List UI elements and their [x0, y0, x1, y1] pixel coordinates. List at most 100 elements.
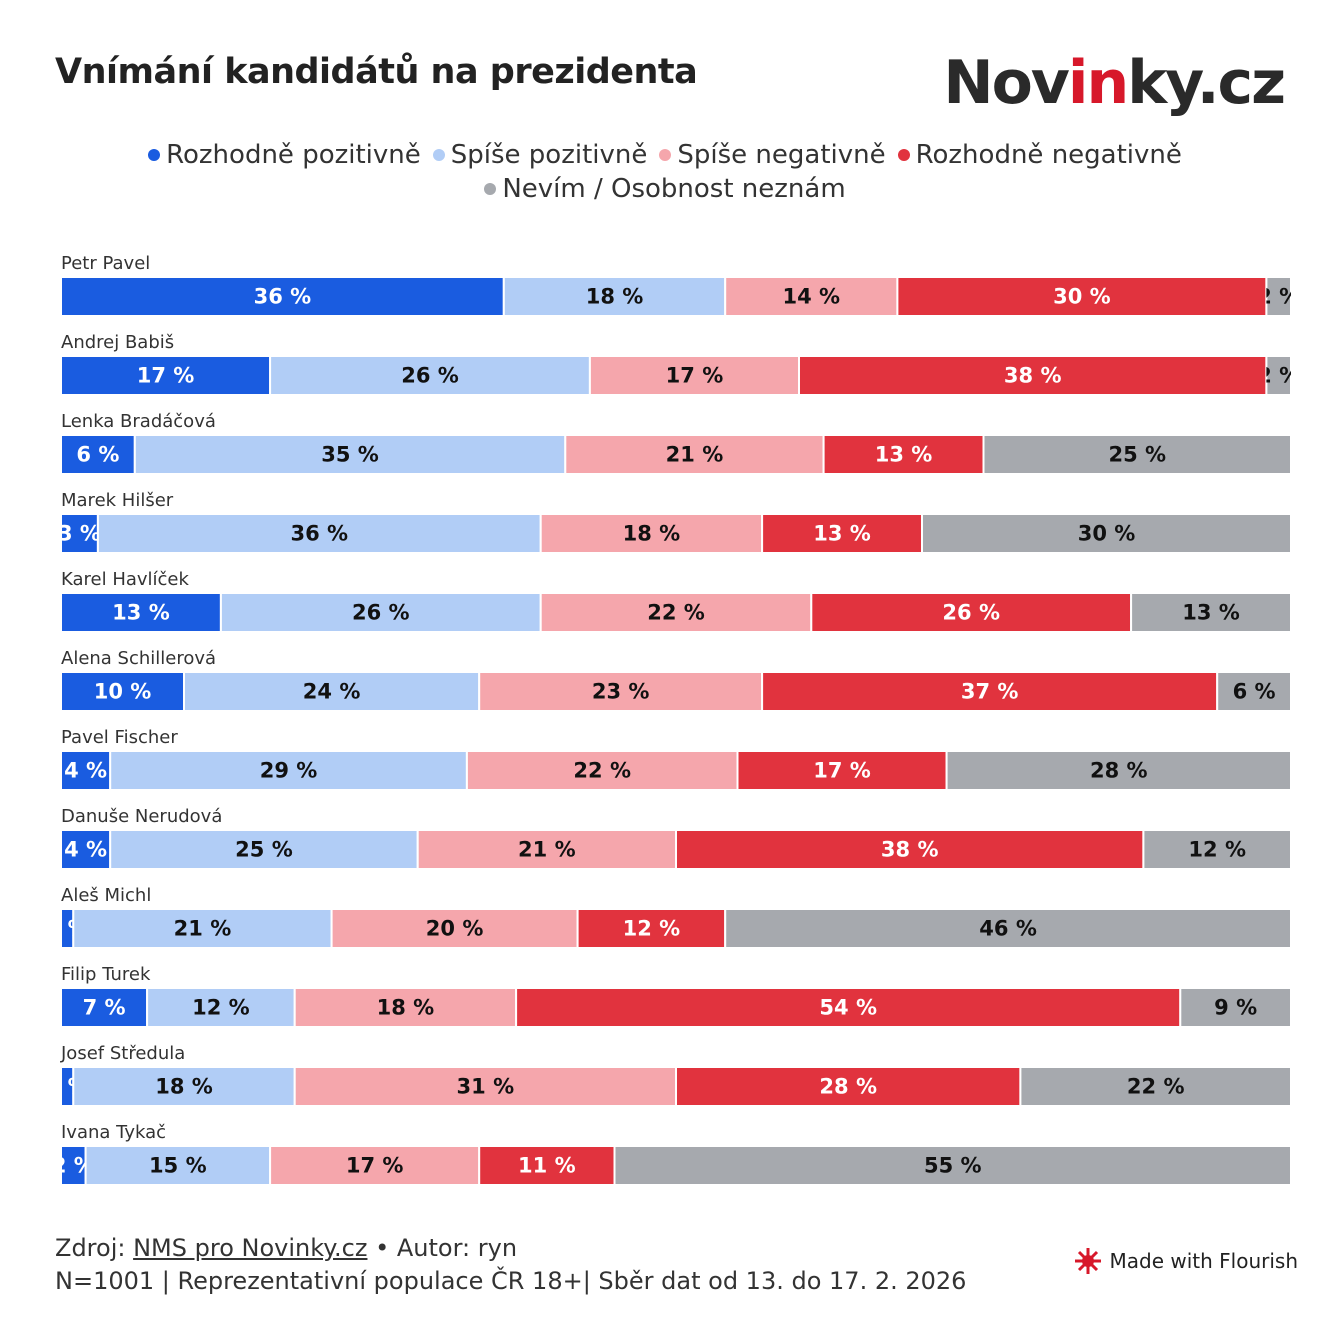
- value-label: 30 %: [1053, 285, 1111, 309]
- bar-segment: [72, 908, 333, 949]
- value-label: 4 %: [64, 838, 107, 862]
- value-label: 11 %: [518, 1154, 576, 1178]
- bar-segment: [761, 671, 1219, 712]
- legend-item[interactable]: Nevím / Osobnost neznám: [484, 174, 846, 204]
- bar-segment: [293, 1066, 677, 1107]
- value-label: 26 %: [352, 601, 410, 625]
- chart-title: Vnímání kandidátů na prezidenta: [55, 52, 698, 92]
- value-label: 55 %: [924, 1154, 982, 1178]
- logo-part: in: [1067, 48, 1129, 118]
- row-label: Ivana Tykač: [61, 1122, 166, 1143]
- value-label: 6 %: [76, 443, 119, 467]
- bar-segment: [60, 750, 112, 791]
- bar-segment: [293, 987, 518, 1028]
- legend-dot: [432, 149, 445, 161]
- bar-segment: [109, 829, 419, 870]
- value-label: 21 %: [174, 917, 232, 941]
- bar-segment: [576, 908, 727, 949]
- logo-part: ky.cz: [1127, 48, 1286, 118]
- bar-segment: [822, 434, 985, 475]
- value-label: 12 %: [1188, 838, 1246, 862]
- value-label: 2 %: [52, 1154, 95, 1178]
- legend-label: Nevím / Osobnost neznám: [502, 174, 846, 204]
- bar-segment: [1142, 829, 1293, 870]
- bar-segment: [810, 592, 1133, 633]
- row-label: Alena Schillerová: [61, 648, 216, 669]
- bar-segment: [675, 1066, 1022, 1107]
- value-label: 18 %: [586, 285, 644, 309]
- bar-segment: [219, 592, 542, 633]
- value-label: 18 %: [623, 522, 681, 546]
- value-label: 35 %: [321, 443, 379, 467]
- source-link[interactable]: NMS pro Novinky.cz: [133, 1234, 368, 1262]
- value-label: 3 %: [58, 522, 101, 546]
- value-label: 13 %: [112, 601, 170, 625]
- value-label: 29 %: [260, 759, 318, 783]
- value-label: 25 %: [235, 838, 293, 862]
- value-label: 26 %: [401, 364, 459, 388]
- bar-segment: [502, 276, 727, 317]
- bar-segment: [982, 434, 1292, 475]
- bar-segment: [761, 513, 923, 554]
- bar-segment: [613, 1145, 1292, 1186]
- legend-item[interactable]: Spíše pozitivně: [432, 140, 648, 170]
- row-label: Josef Středula: [60, 1043, 185, 1064]
- legend-label: Spíše pozitivně: [450, 140, 648, 170]
- bar-segment: [478, 671, 764, 712]
- row-label: Andrej Babiš: [61, 332, 174, 353]
- value-label: 18 %: [377, 996, 435, 1020]
- bar-segment: [465, 750, 739, 791]
- value-label: 17 %: [666, 364, 724, 388]
- row-label: Petr Pavel: [61, 253, 150, 274]
- bar-segment: [1265, 355, 1293, 396]
- bar-segment: [1130, 592, 1292, 633]
- value-label: 22 %: [647, 601, 705, 625]
- bar-segment: [588, 355, 801, 396]
- bar-segment: [921, 513, 1292, 554]
- value-label: 22 %: [1127, 1075, 1185, 1099]
- bar-segment: [539, 592, 813, 633]
- bar-segment: [269, 1145, 481, 1186]
- value-label: 18 %: [155, 1075, 213, 1099]
- value-label: 10 %: [94, 680, 152, 704]
- source-label: Zdroj:: [55, 1234, 126, 1262]
- value-label: 6 %: [1233, 680, 1276, 704]
- bar-segment: [109, 750, 468, 791]
- bar-segment: [96, 513, 542, 554]
- value-label: 2 %: [1257, 364, 1300, 388]
- credit[interactable]: Made with Flourish: [1073, 1246, 1298, 1276]
- bar-segment: [564, 434, 825, 475]
- bar-segment: [1019, 1066, 1293, 1107]
- value-label: 26 %: [942, 601, 1000, 625]
- row-label: Lenka Bradáčová: [61, 411, 216, 432]
- value-label: 9 %: [1214, 996, 1257, 1020]
- logo[interactable]: Novinky.cz: [943, 48, 1286, 118]
- legend-label: Rozhodně pozitivně: [166, 140, 421, 170]
- value-label: 12 %: [192, 996, 250, 1020]
- bar-segment: [945, 750, 1292, 791]
- row-label: Aleš Michl: [61, 885, 151, 906]
- logo-part: Nov: [943, 48, 1070, 118]
- credit-text: Made with Flourish: [1109, 1249, 1298, 1273]
- value-label: 13 %: [875, 443, 933, 467]
- legend-item[interactable]: Rozhodně negativně: [897, 140, 1182, 170]
- legend-label: Rozhodně negativně: [915, 140, 1182, 170]
- value-label: 2 %: [1257, 285, 1300, 309]
- row-label: Filip Turek: [61, 964, 151, 985]
- bar-segment: [146, 987, 296, 1028]
- value-label: 13 %: [1182, 601, 1240, 625]
- value-label: 22 %: [573, 759, 631, 783]
- author: Autor: ryn: [396, 1234, 518, 1262]
- bar-segment: [675, 829, 1145, 870]
- value-label: 28 %: [819, 1075, 877, 1099]
- legend-item[interactable]: Spíše negativně: [659, 140, 886, 170]
- legend-dot: [484, 183, 497, 195]
- legend-item[interactable]: Rozhodně pozitivně: [148, 140, 421, 170]
- value-label: 30 %: [1078, 522, 1136, 546]
- legend-dot: [897, 149, 910, 161]
- legend-label: Spíše negativně: [677, 140, 886, 170]
- row-label: Danuše Nerudová: [61, 806, 222, 827]
- value-label: 14 %: [783, 285, 841, 309]
- note: N=1001 | Reprezentativní populace ČR 18+…: [55, 1267, 967, 1295]
